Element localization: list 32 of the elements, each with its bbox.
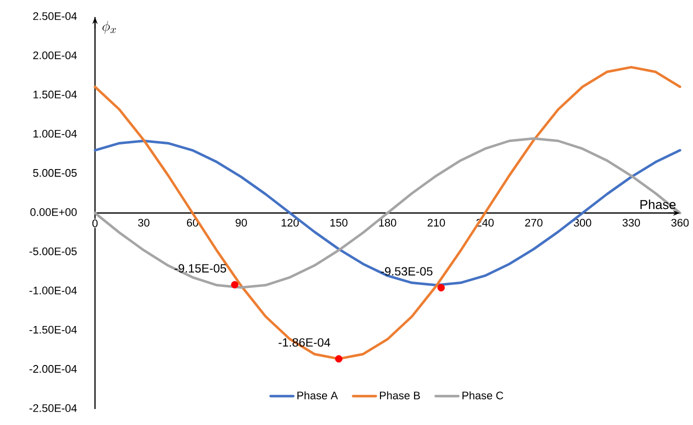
x-tick-label: 150: [330, 218, 348, 227]
point: [335, 355, 342, 363]
x-tick-label: 300: [574, 218, 592, 227]
data-label: -9.15E-05: [174, 264, 226, 273]
y-tick-label: 0.00E+00: [30, 208, 77, 216]
y-tick-label: 5.00E-05: [33, 169, 77, 177]
y-tick-label: 1.00E-04: [34, 130, 77, 138]
y-tick-label: 1.50E-04: [34, 90, 77, 98]
y-tick-label: -2.50E-04: [30, 404, 77, 412]
y-tick-label: -2.00E-04: [30, 365, 77, 373]
x-tick-label: 120: [282, 218, 299, 227]
y-tick-label: 2.00E-04: [33, 51, 77, 60]
legend-label: Phase B: [380, 391, 420, 400]
y-axis-title: $\phi_x$: [102, 20, 116, 34]
y-tick-label: -1.00E-04: [30, 286, 77, 294]
y-tick-label: -5.00E-05: [30, 247, 77, 256]
legend-label: Phase A: [297, 391, 338, 400]
x-tick-label: 330: [622, 218, 640, 227]
x-tick-label: 30: [138, 218, 150, 227]
x-tick-label: 90: [236, 218, 247, 227]
data-label: -9.53E-05: [380, 267, 432, 276]
x-tick-label: 210: [428, 218, 445, 227]
y-tick-label: -1.50E-04: [30, 326, 77, 334]
legend-label: Phase C: [462, 391, 504, 400]
x-axis-title: Phase: [640, 200, 676, 210]
point: [437, 284, 445, 292]
point: [231, 281, 238, 288]
x-tick-label: 180: [379, 218, 396, 227]
x-tick-label: 360: [671, 218, 689, 227]
y-tick-label: 2.50E-04: [33, 12, 77, 20]
x-tick-label: 0: [92, 219, 98, 228]
x-tick-label: 270: [525, 218, 542, 227]
